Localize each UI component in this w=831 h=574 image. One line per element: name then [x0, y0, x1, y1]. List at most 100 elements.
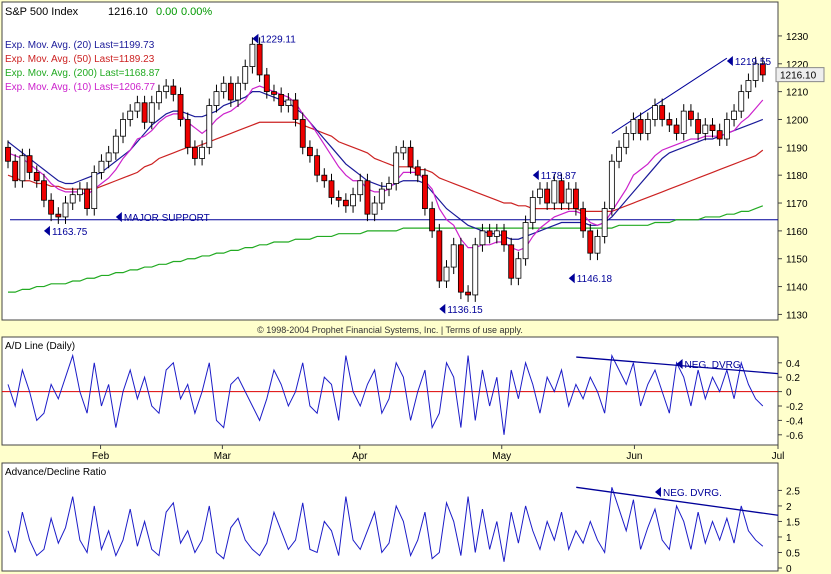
candle-body — [407, 146, 414, 168]
candle-body — [414, 166, 421, 176]
candle-body — [328, 180, 335, 198]
ema200-line — [8, 205, 764, 293]
candle-body — [759, 63, 766, 76]
candle-body — [580, 208, 587, 232]
candle-body — [659, 105, 666, 120]
candle-body — [587, 230, 594, 254]
candle-body — [141, 102, 148, 123]
candle-body — [652, 105, 658, 120]
ad-ratio-annotation-marker — [654, 487, 661, 497]
candle-body — [738, 91, 745, 112]
candle-body — [450, 244, 457, 268]
candle-body — [156, 91, 162, 104]
candle-body — [76, 188, 83, 196]
candle-body — [558, 180, 565, 204]
candle-body — [666, 119, 673, 126]
candle-body — [48, 199, 55, 215]
candle-body — [709, 124, 716, 132]
ad-annotation-label: NEG. DVRG. — [685, 360, 744, 371]
candle-body — [299, 119, 306, 148]
ad-line-ytick-label: 0.2 — [786, 373, 800, 384]
annotation-label: 1146.18 — [577, 274, 613, 285]
header-change-pct: 0.00% — [181, 6, 212, 18]
x-tick-label: Jul — [772, 451, 785, 462]
ad-line-panel — [1, 336, 779, 446]
candle-body — [386, 183, 392, 190]
ad-ratio-ytick-label: 1 — [786, 533, 792, 544]
ema20-line — [7, 91, 764, 240]
candle-body — [623, 133, 630, 148]
candle-body — [529, 197, 536, 223]
price-ytick-label: 1140 — [786, 283, 808, 294]
candle-body — [191, 146, 198, 159]
candle-body — [436, 230, 443, 282]
annotation-marker — [532, 170, 539, 181]
ad-line-plot: 0.4 0.2 0 -0.2 -0.4 -0.6 NEG. DVRG. — [2, 353, 804, 442]
candle-body — [278, 94, 285, 106]
candle-body — [752, 63, 759, 81]
candle-body — [84, 188, 90, 209]
ad-ratio-ytick-label: 2.5 — [786, 486, 800, 497]
candle-body — [745, 80, 752, 93]
candle-body — [55, 213, 62, 218]
candle-body — [465, 291, 471, 296]
annotation-marker — [252, 33, 259, 44]
price-ytick-label: 1210 — [786, 88, 809, 99]
ad-line-ytick-label: -0.2 — [786, 402, 804, 413]
ad-ratio-trendline — [576, 486, 779, 516]
candle-body — [673, 124, 680, 134]
candle-body — [544, 188, 551, 204]
candle-body — [307, 146, 313, 157]
x-tick-label: Jun — [626, 451, 642, 462]
annotation-marker — [726, 55, 733, 66]
ad-line-title: A/D Line (Daily) — [5, 341, 75, 352]
candle-body — [608, 160, 615, 209]
candle-body — [69, 194, 76, 204]
annotation-marker — [568, 273, 575, 284]
candle-body — [271, 91, 277, 95]
ad-ratio-ytick-label: 0 — [786, 564, 792, 574]
legend-ema20: Exp. Mov. Avg. (20) Last=1199.73 — [5, 40, 155, 51]
candle-body — [62, 202, 69, 218]
ad-ratio-ytick-label: 2 — [786, 502, 792, 513]
candle-body — [644, 119, 651, 134]
annotation-marker — [115, 211, 122, 222]
price-ytick-label: 1230 — [786, 32, 809, 43]
candle-body — [177, 94, 184, 120]
price-ytick-label: 1180 — [786, 171, 808, 182]
annotation-label: 1163.75 — [52, 227, 88, 238]
candle-body — [5, 146, 11, 162]
candle-body — [127, 110, 134, 120]
candle-body — [551, 180, 558, 204]
ad-line-ytick-label: -0.6 — [786, 431, 804, 442]
candle-body — [148, 102, 155, 123]
candle-body — [443, 266, 450, 282]
candle-body — [723, 119, 730, 140]
candle-body — [393, 152, 400, 184]
candle-body — [314, 155, 321, 176]
candle-body — [479, 230, 486, 246]
annotation-label: MAJOR SUPPORT — [124, 213, 210, 224]
candle-body — [335, 197, 342, 201]
ad-line-ytick-label: 0.4 — [786, 359, 800, 370]
candle-body — [702, 124, 709, 134]
annotation-marker — [43, 225, 50, 236]
candle-body — [616, 146, 622, 162]
ad-ratio-annotation-label: NEG. DVRG. — [663, 488, 722, 499]
candle-body — [522, 222, 529, 260]
candle-body — [501, 230, 507, 246]
ad-ratio-ytick-label: 1.5 — [786, 517, 800, 528]
candle-body — [235, 82, 241, 101]
candle-body — [263, 74, 270, 93]
candle-body — [33, 171, 40, 182]
candle-body — [19, 155, 26, 182]
candle-body — [342, 199, 349, 207]
header-symbol: S&P 500 Index — [5, 6, 79, 18]
candle-body — [572, 188, 579, 209]
candle-body — [285, 99, 292, 106]
candle-body — [350, 194, 356, 207]
price-ytick-label: 1190 — [786, 143, 808, 154]
candle-body — [630, 119, 637, 134]
last-value-box — [775, 67, 825, 83]
